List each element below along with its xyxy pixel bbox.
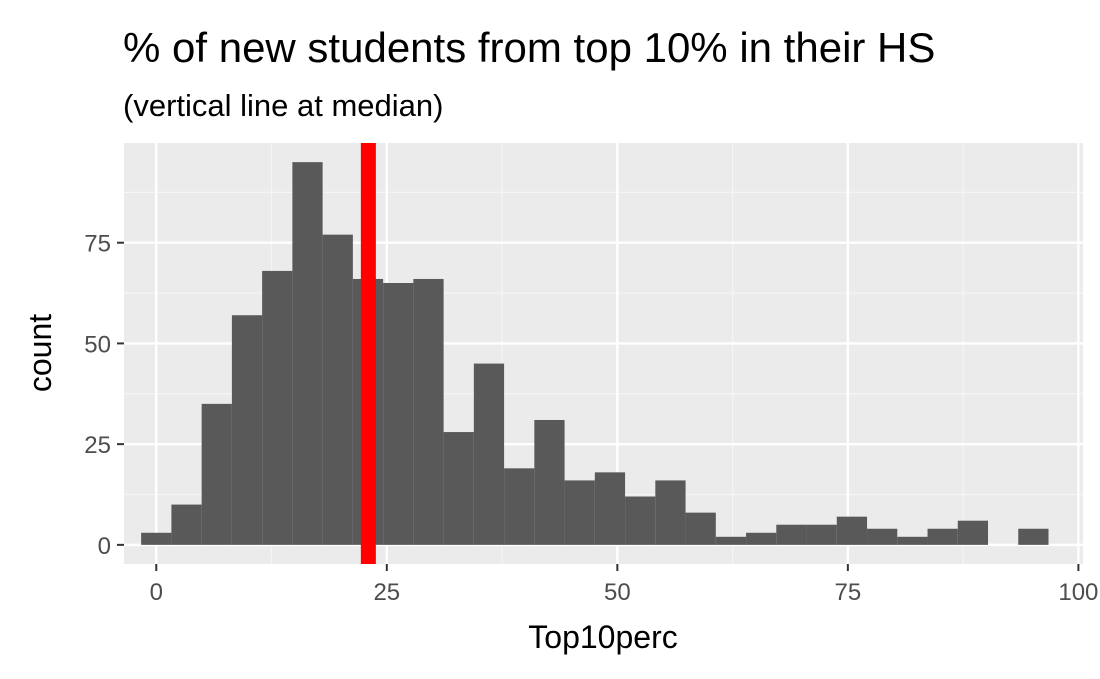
histogram-bar [957,520,989,545]
histogram-bar [655,480,686,545]
y-tick-label: 75 [84,231,111,258]
histogram-bar [322,234,353,545]
histogram-bar [927,528,958,545]
y-tick-label: 50 [84,331,111,358]
x-tick-label: 25 [373,579,400,606]
histogram-bar [141,532,172,545]
histogram-bar [473,363,505,545]
histogram-bar [625,496,656,545]
histogram-bar [594,472,626,545]
y-axis: 0 25 50 75 [84,231,124,560]
histogram-bar [867,528,898,545]
x-tick-label: 0 [150,579,163,606]
x-tick-label: 100 [1058,579,1098,606]
y-tick-label: 0 [98,533,111,560]
histogram-bar [1018,528,1049,545]
histogram-bar [715,536,747,545]
x-axis-title: Top10perc [528,619,677,655]
histogram-bar [806,524,837,545]
histogram-bar [383,282,414,545]
histogram-bar [534,419,565,545]
histogram-bar [746,532,777,545]
y-tick-label: 25 [84,432,111,459]
histogram-bar [897,536,928,545]
histogram-bar [171,504,202,545]
histogram-bar [231,315,263,545]
histogram-bar [413,278,444,545]
histogram-bar [292,162,323,545]
histogram-bar [443,432,474,545]
histogram-bar [685,512,716,545]
x-axis: 0 25 50 75 100 [150,564,1098,606]
chart-title: % of new students from top 10% in their … [123,24,935,71]
histogram-bar [564,480,595,545]
x-tick-label: 50 [604,579,631,606]
histogram-bar [262,270,293,545]
histogram-bar [776,524,807,545]
histogram-bar [504,468,535,545]
chart-subtitle: (vertical line at median) [123,88,443,123]
y-axis-title: count [22,314,58,392]
histogram-bar [201,403,232,545]
histogram-bar [836,516,868,545]
x-tick-label: 75 [835,579,862,606]
